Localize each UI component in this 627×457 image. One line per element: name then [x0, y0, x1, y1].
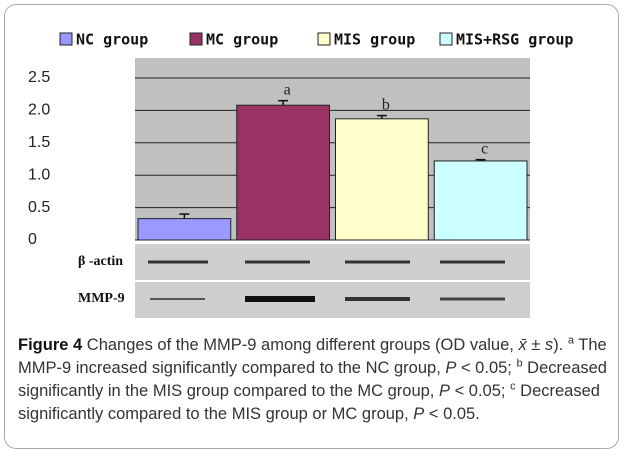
legend-label: MC group: [206, 31, 278, 49]
figure-frame: [4, 4, 619, 449]
y-tick-label: 1.0: [28, 166, 50, 183]
bar: [137, 218, 232, 241]
y-tick-label: 0.5: [28, 199, 50, 216]
caption-sup: a: [567, 334, 574, 347]
caption-text: x̄ ± s: [518, 336, 554, 354]
caption-text: P: [445, 359, 457, 377]
caption-text: Decreased significantly in the MIS group…: [18, 359, 607, 400]
annotation: a: [284, 81, 291, 98]
blot-label: β -actin: [78, 254, 123, 269]
y-tick-label: 0: [28, 231, 37, 248]
caption-text: Decreased significantly compared to the …: [18, 382, 600, 423]
bar: [236, 104, 330, 241]
legend-swatch: [439, 32, 453, 46]
caption-text: < 0.05;: [456, 359, 517, 377]
caption-text: < 0.05;: [449, 382, 511, 400]
legend-swatch: [189, 32, 203, 46]
caption-text: ).: [553, 336, 568, 354]
chart: 0 0.5 1.0 1.5 2.0 2.5 NC group a MC group b MIS gr…: [28, 31, 573, 318]
legend-swatch: [59, 32, 73, 46]
annotation: c: [481, 140, 488, 157]
legend-label: MIS+RSG group: [456, 31, 573, 49]
caption-label: Figure 4: [18, 336, 83, 354]
caption-sup: b: [516, 357, 523, 370]
western-blot: β -actin MMP-9: [78, 244, 530, 318]
y-tick-label: 2.5: [28, 69, 50, 86]
caption-text: The MMP-9 increased significantly compar…: [18, 336, 607, 377]
blot-label: MMP-9: [78, 291, 125, 306]
caption-text: < 0.05.: [424, 405, 480, 423]
figure-caption: Figure 4 Changes of the MMP-9 among diff…: [18, 334, 614, 426]
bar: [335, 118, 429, 241]
annotation: b: [382, 96, 390, 113]
legend-swatch: [317, 32, 331, 46]
y-tick-label: 2.0: [28, 102, 50, 119]
legend-label: NC group: [76, 31, 148, 49]
bar: [433, 160, 528, 241]
y-tick-label: 1.5: [28, 134, 50, 151]
legend-label: MIS group: [334, 31, 415, 49]
caption-text: P: [438, 382, 450, 400]
caption-sup: c: [510, 380, 516, 393]
caption-text: Changes of the MMP-9 among different gro…: [82, 336, 519, 354]
caption-text: P: [413, 405, 425, 423]
